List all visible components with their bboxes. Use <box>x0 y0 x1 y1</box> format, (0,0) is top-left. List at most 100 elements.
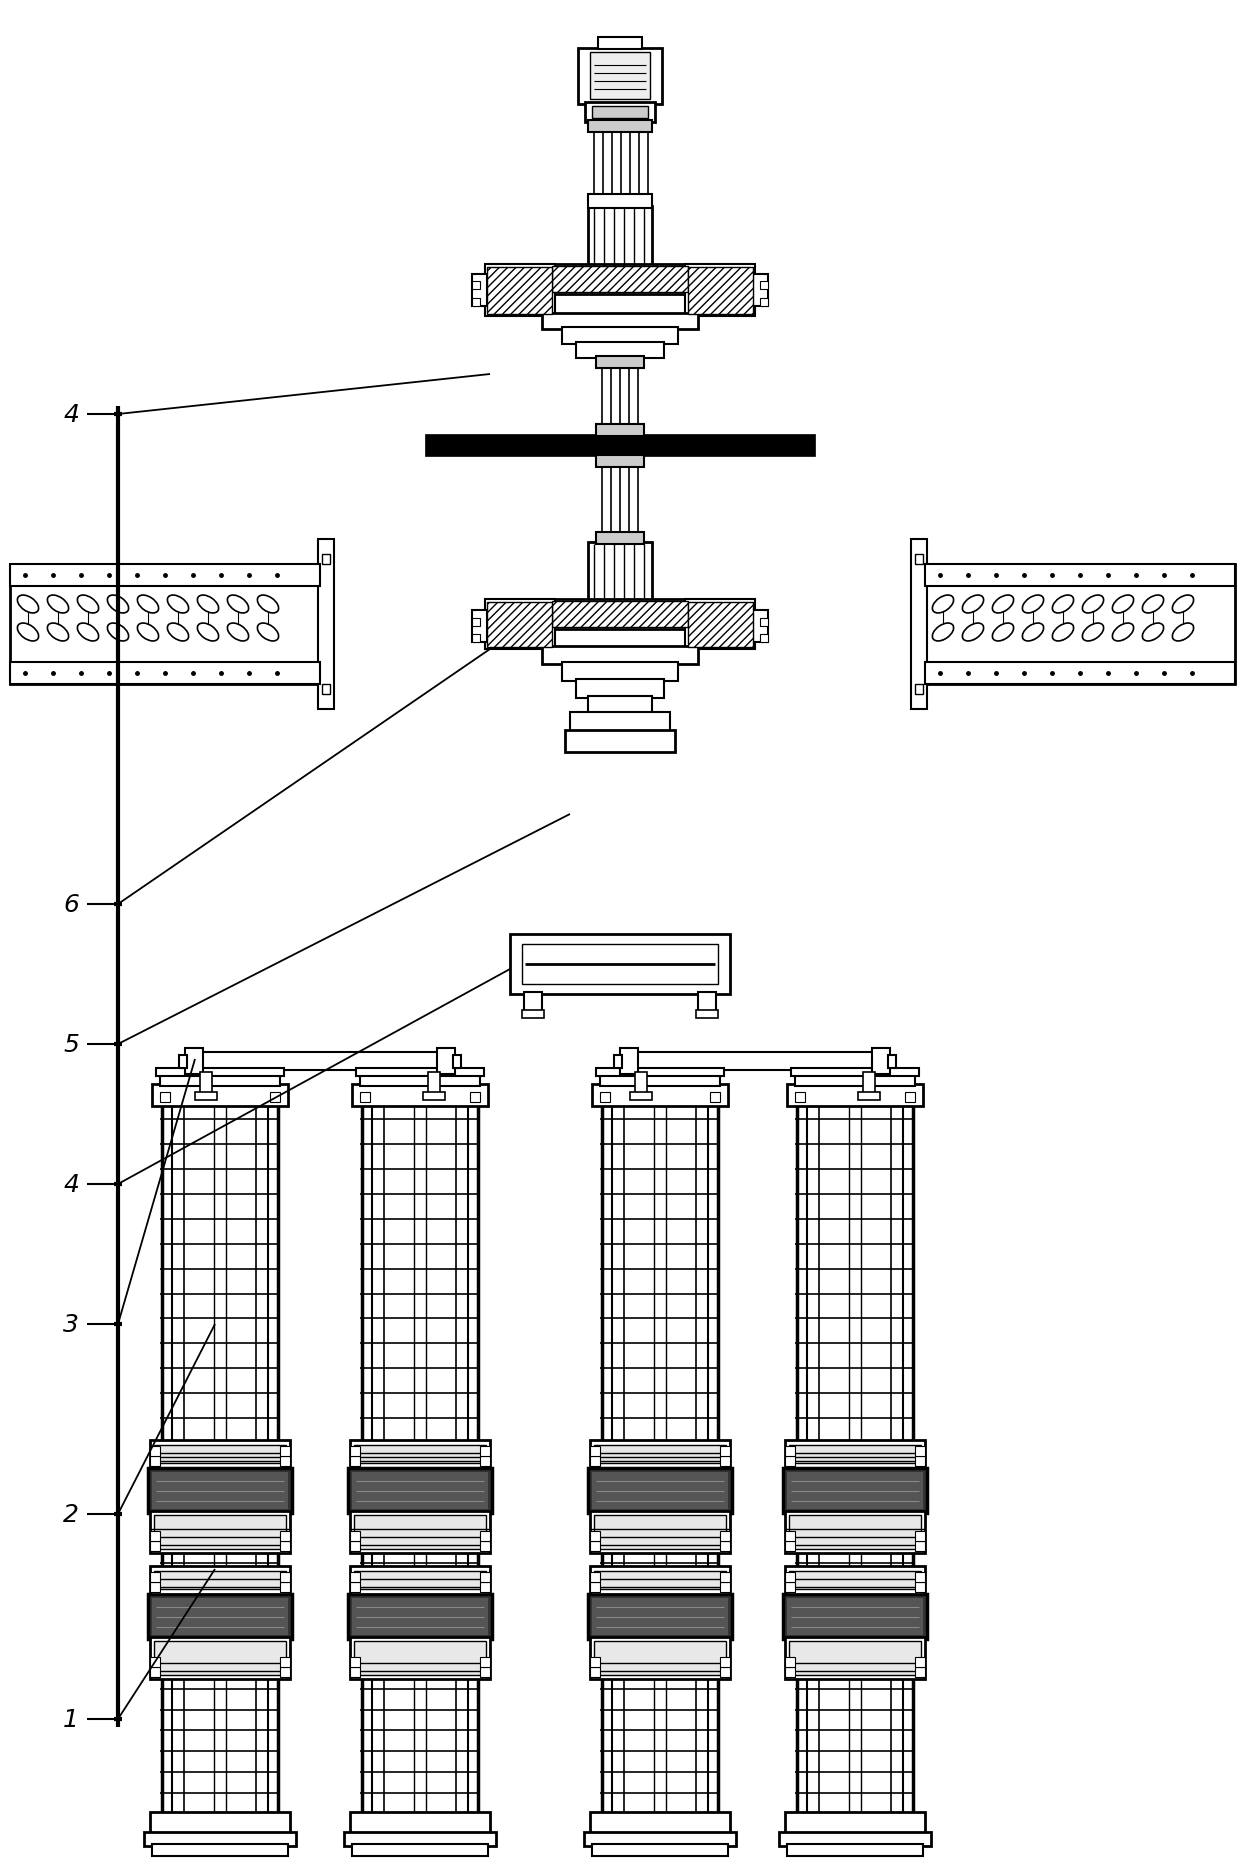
Bar <box>688 268 753 315</box>
Bar <box>350 1583 360 1592</box>
Bar <box>154 1640 286 1676</box>
Bar <box>472 634 480 643</box>
Bar <box>590 1512 730 1553</box>
Bar <box>317 541 334 710</box>
Bar <box>522 1010 544 1018</box>
Bar <box>542 647 698 665</box>
Bar <box>570 712 670 733</box>
Ellipse shape <box>1053 596 1074 613</box>
Bar <box>150 1566 290 1594</box>
Bar <box>584 1832 737 1845</box>
Ellipse shape <box>1112 596 1133 613</box>
Bar <box>720 1456 730 1467</box>
Bar <box>760 619 768 626</box>
Ellipse shape <box>17 596 38 613</box>
Bar <box>588 121 652 132</box>
Bar <box>785 1512 925 1553</box>
Bar <box>785 1542 795 1551</box>
Bar <box>552 602 688 628</box>
Bar <box>711 1092 720 1102</box>
Ellipse shape <box>992 596 1013 613</box>
Bar <box>356 1068 484 1076</box>
Bar <box>10 662 320 684</box>
Ellipse shape <box>227 624 248 641</box>
Bar <box>160 1092 170 1102</box>
Bar <box>596 425 644 436</box>
Bar <box>280 1657 290 1666</box>
Bar <box>779 1832 931 1845</box>
Bar <box>915 1542 925 1551</box>
Bar <box>785 1446 795 1456</box>
Bar <box>753 611 768 643</box>
Bar <box>596 356 644 369</box>
Bar <box>590 1456 600 1467</box>
Ellipse shape <box>962 596 983 613</box>
Ellipse shape <box>138 596 159 613</box>
Bar <box>588 1469 732 1514</box>
Bar <box>588 697 652 714</box>
Bar <box>791 1068 919 1076</box>
Text: 6: 6 <box>63 893 79 917</box>
Bar <box>872 1048 890 1074</box>
Bar <box>480 1657 490 1666</box>
Ellipse shape <box>47 596 68 613</box>
Bar <box>280 1446 290 1456</box>
Bar <box>150 1441 290 1469</box>
Bar <box>322 555 330 565</box>
Ellipse shape <box>962 624 983 641</box>
Bar <box>596 533 644 544</box>
Bar <box>350 1566 490 1594</box>
Bar <box>485 600 556 651</box>
Bar <box>425 434 815 457</box>
Bar <box>562 662 678 682</box>
Bar <box>542 313 698 330</box>
Bar <box>915 1456 925 1467</box>
Bar <box>888 1055 897 1068</box>
Bar <box>150 1657 160 1666</box>
Ellipse shape <box>197 624 218 641</box>
Bar <box>350 1532 360 1542</box>
Bar <box>150 1666 160 1678</box>
Bar <box>150 1637 290 1679</box>
Bar <box>720 1571 730 1583</box>
Bar <box>185 1048 203 1074</box>
Bar <box>150 1583 160 1592</box>
Bar <box>915 555 923 565</box>
Bar <box>577 343 663 358</box>
Text: 5: 5 <box>63 1033 79 1057</box>
Bar <box>350 1446 360 1456</box>
Bar <box>590 1666 600 1678</box>
Bar <box>590 1812 730 1834</box>
Ellipse shape <box>77 596 99 613</box>
Bar <box>588 207 652 268</box>
Bar <box>785 1441 925 1469</box>
Bar <box>785 1637 925 1679</box>
Bar <box>577 680 663 699</box>
Bar <box>348 1469 492 1514</box>
Ellipse shape <box>932 596 954 613</box>
Bar <box>782 1594 928 1638</box>
Bar <box>10 565 320 684</box>
Ellipse shape <box>1023 624 1044 641</box>
Bar <box>590 1566 730 1594</box>
Bar <box>590 1446 600 1456</box>
Bar <box>562 328 678 345</box>
Bar <box>350 1666 360 1678</box>
Ellipse shape <box>47 624 68 641</box>
Bar <box>594 1640 725 1676</box>
Ellipse shape <box>1172 624 1194 641</box>
Bar <box>591 1473 728 1510</box>
Bar <box>594 1445 725 1463</box>
Bar <box>350 1571 360 1583</box>
Ellipse shape <box>1112 624 1133 641</box>
Bar <box>785 1456 795 1467</box>
Bar <box>785 1532 795 1542</box>
Bar <box>720 1666 730 1678</box>
Bar <box>760 281 768 289</box>
Text: 4: 4 <box>63 403 79 427</box>
Bar <box>428 1072 440 1094</box>
Ellipse shape <box>932 624 954 641</box>
Bar <box>795 1092 805 1102</box>
Bar <box>789 1640 921 1676</box>
Bar <box>590 1542 600 1551</box>
